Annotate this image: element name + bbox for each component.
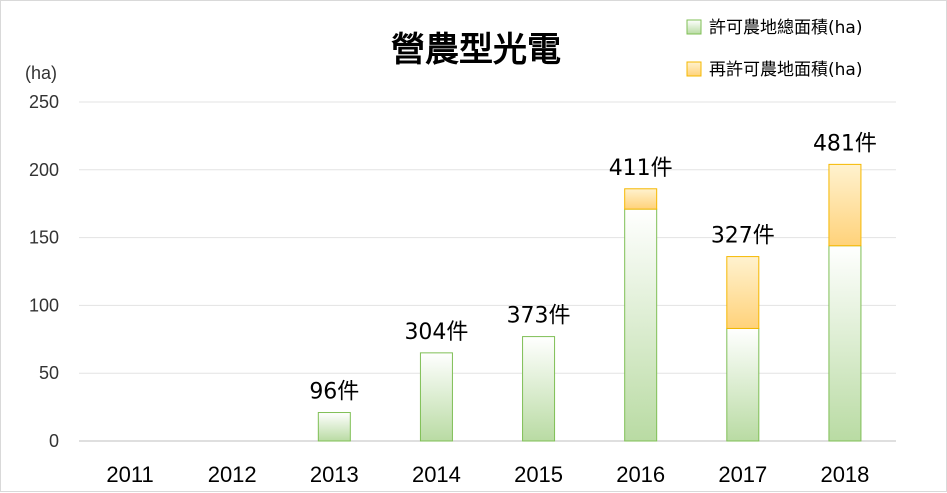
x-tick-label: 2018: [820, 462, 869, 487]
bar-segment-approved: [624, 208, 658, 442]
data-label: 96件: [309, 380, 359, 405]
y-tick-label: 100: [29, 295, 59, 315]
data-label: 304件: [404, 320, 468, 345]
bar-segment-approved: [828, 245, 862, 442]
data-label: 411件: [609, 156, 673, 181]
data-label: 481件: [813, 131, 877, 156]
y-tick-label: 200: [29, 160, 59, 180]
gridlines: [79, 101, 896, 442]
data-label: 327件: [711, 224, 775, 249]
x-tick-label: 2011: [106, 462, 153, 487]
bar-segment-reapproved: [624, 188, 658, 210]
legend-swatch: [686, 19, 702, 35]
y-tick-label: 50: [39, 363, 59, 383]
legend-label: 再許可農地面積(ha): [709, 60, 862, 80]
x-tick-label: 2013: [310, 462, 359, 487]
data-label: 373件: [507, 304, 571, 329]
bar-segment-approved: [317, 412, 351, 442]
chart-title: 營農型光電: [391, 30, 561, 70]
y-axis-unit-label: (ha): [25, 63, 57, 83]
x-tick-label: 2014: [412, 462, 461, 487]
bar-series: [317, 163, 862, 442]
bar-segment-approved: [419, 352, 453, 442]
x-tick-label: 2016: [616, 462, 665, 487]
x-axis-ticks: 2011 2012 2013 2014 2015 2016 2017 2018: [106, 462, 869, 487]
bar-segment-reapproved: [828, 163, 862, 247]
bar-segment-approved: [522, 336, 556, 442]
data-labels: 96件 304件 373件 411件 327件 481件: [309, 131, 877, 404]
y-tick-label: 150: [29, 228, 59, 248]
x-tick-label: 2015: [514, 462, 563, 487]
x-tick-label: 2017: [718, 462, 767, 487]
y-tick-label: 0: [49, 431, 59, 451]
y-axis-ticks: 0 50 100 150 200 250: [29, 92, 59, 451]
legend-swatch: [686, 61, 702, 77]
bar-segment-approved: [726, 327, 760, 442]
y-tick-label: 250: [29, 92, 59, 112]
bar-segment-reapproved: [726, 256, 760, 329]
legend: 許可農地總面積(ha) 再許可農地面積(ha): [686, 18, 862, 80]
legend-label: 許可農地總面積(ha): [709, 18, 862, 38]
x-tick-label: 2012: [208, 462, 257, 487]
